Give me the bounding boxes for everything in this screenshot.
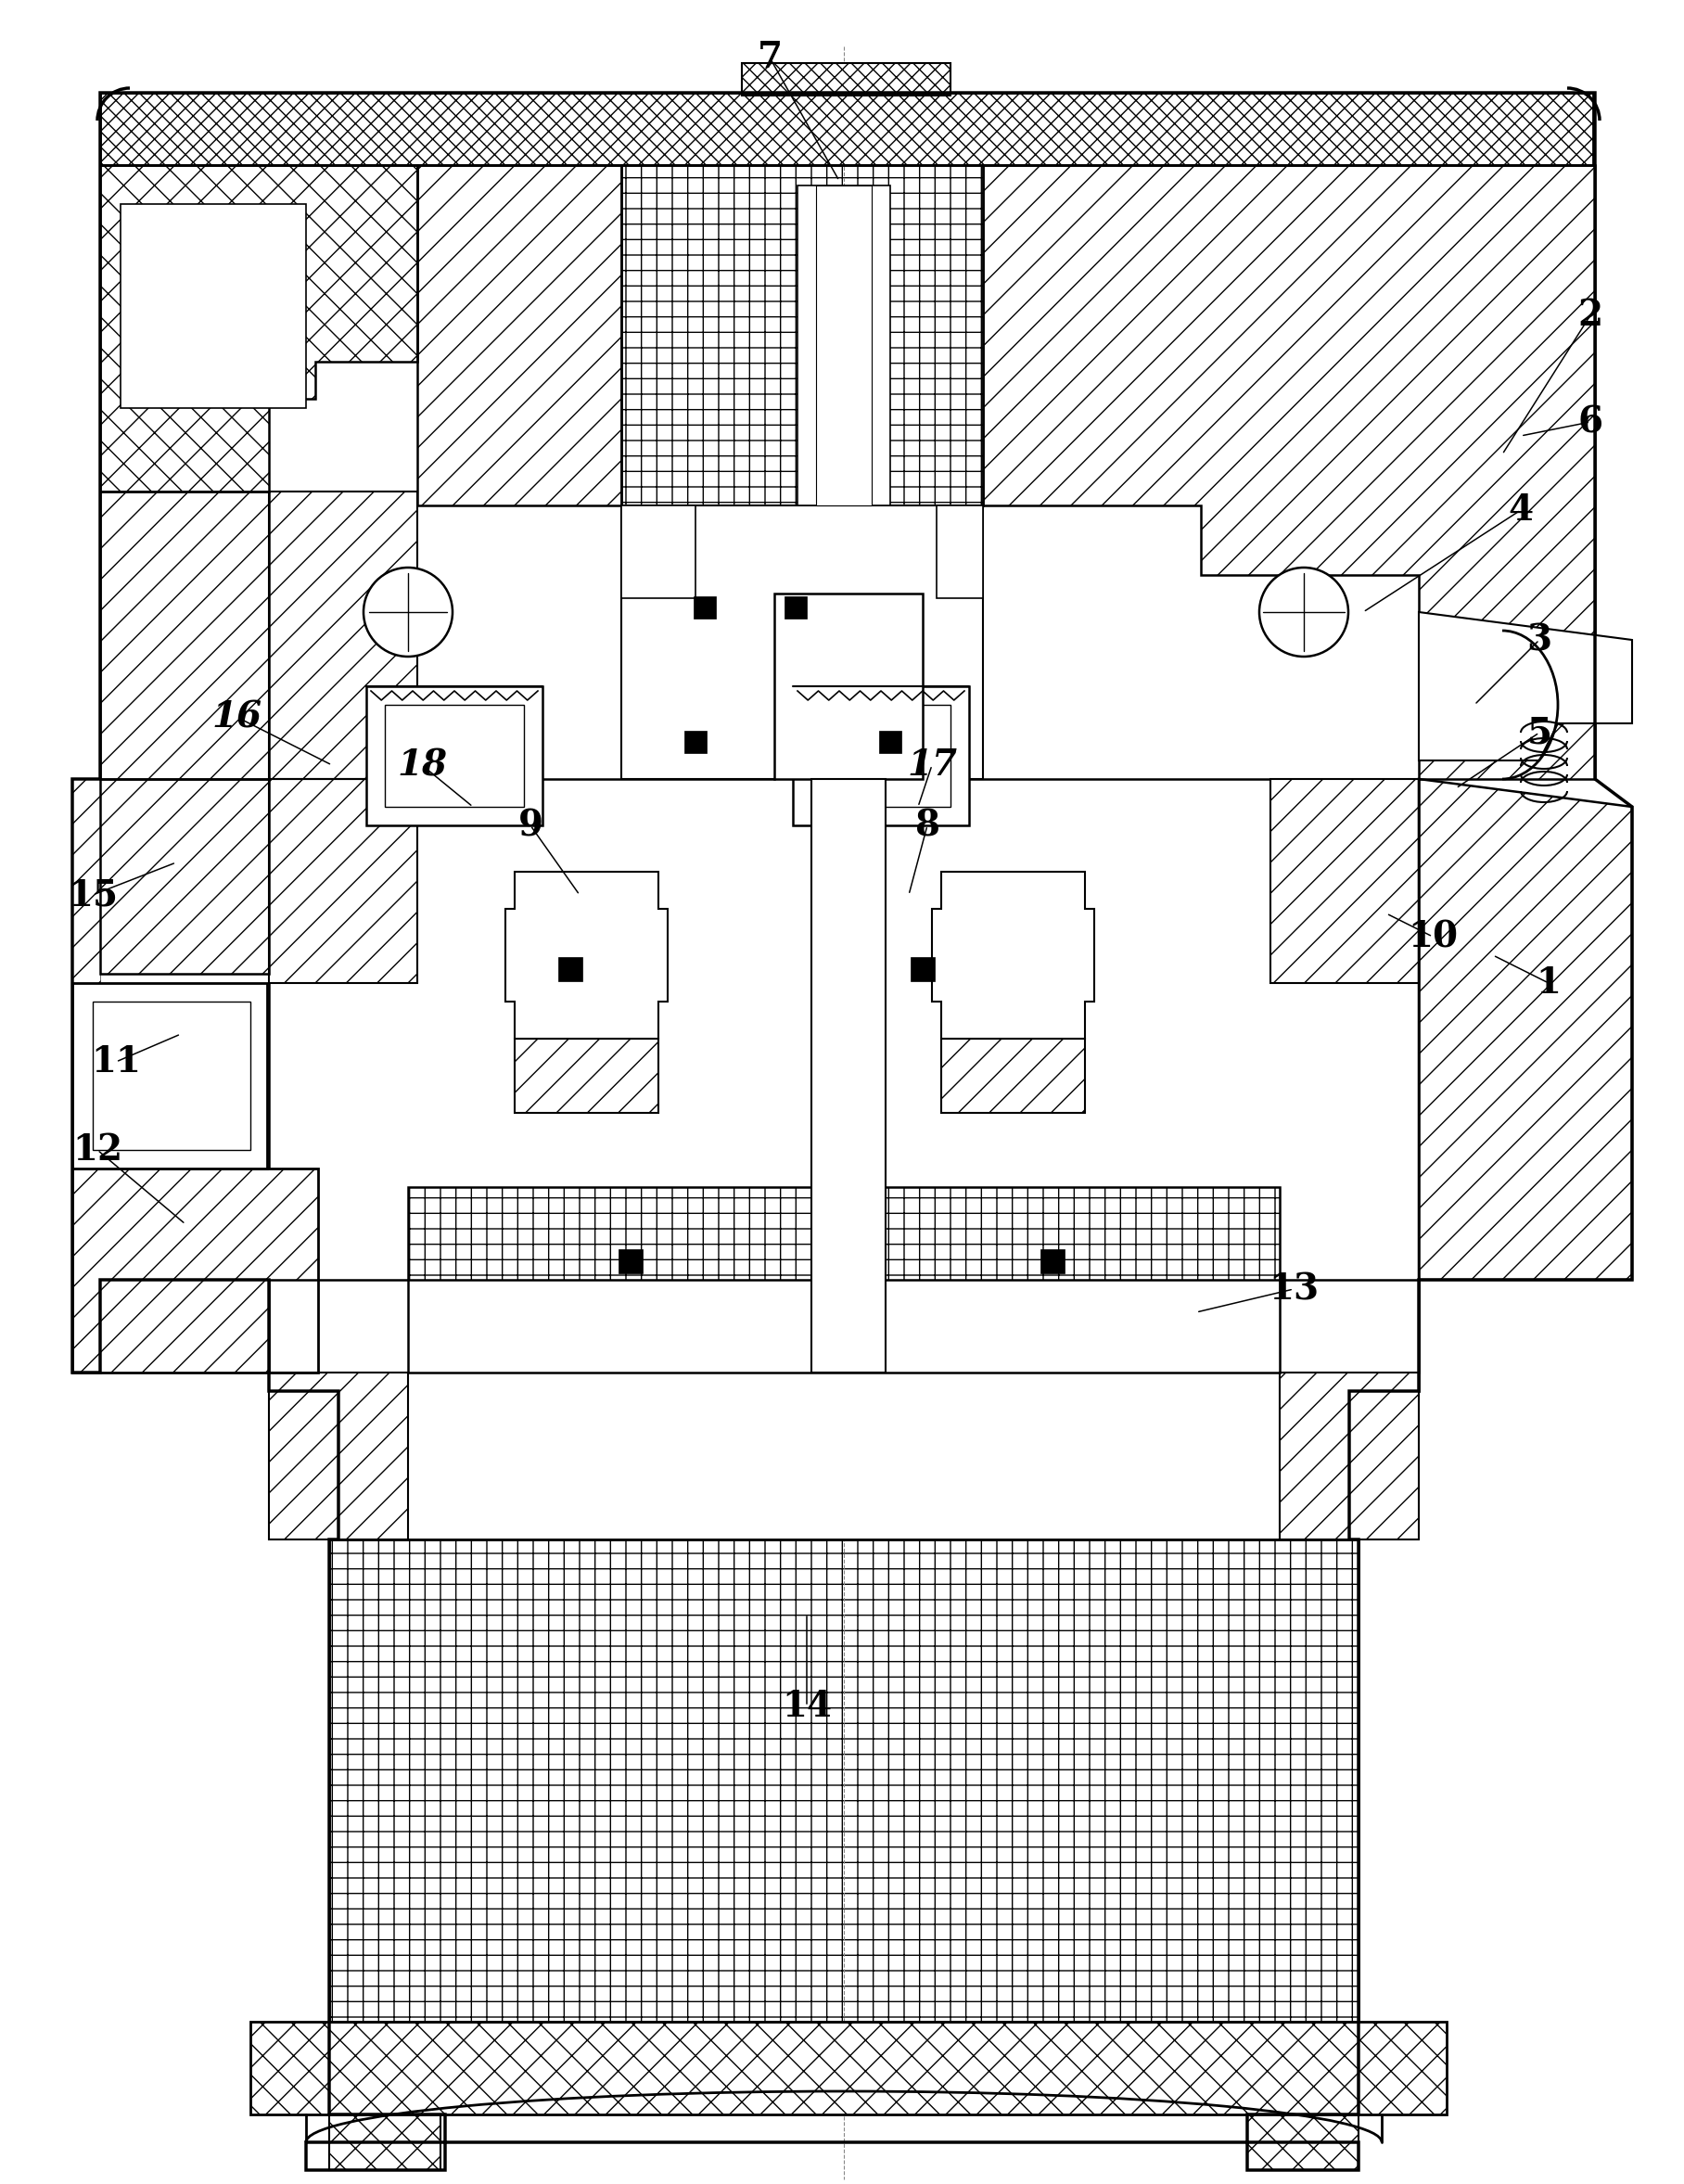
- Polygon shape: [99, 491, 269, 780]
- Polygon shape: [269, 594, 1420, 1372]
- Bar: [743, 63, 950, 96]
- Bar: [1248, 2114, 1359, 2171]
- Polygon shape: [931, 871, 1095, 1040]
- Bar: [328, 2114, 441, 2171]
- Text: 15: 15: [67, 878, 118, 913]
- Text: 1: 1: [1536, 965, 1561, 1000]
- Bar: [328, 1540, 1359, 2022]
- Text: 11: 11: [91, 1044, 141, 1079]
- Circle shape: [1260, 568, 1349, 657]
- Text: 5: 5: [1527, 714, 1553, 751]
- Polygon shape: [269, 491, 418, 780]
- Bar: [743, 63, 950, 96]
- Bar: [99, 92, 1593, 166]
- Bar: [72, 1168, 318, 1372]
- Text: 18: 18: [397, 747, 446, 782]
- Text: 12: 12: [72, 1131, 123, 1168]
- Polygon shape: [1420, 780, 1632, 1280]
- Bar: [953, 904, 1074, 992]
- Bar: [328, 1540, 1359, 2022]
- Bar: [408, 1188, 1280, 1372]
- Bar: [121, 203, 306, 408]
- Polygon shape: [515, 1040, 658, 1114]
- Text: 13: 13: [1268, 1271, 1319, 1306]
- Text: 4: 4: [1509, 491, 1534, 529]
- Bar: [1041, 1249, 1064, 1273]
- Text: 9: 9: [519, 808, 542, 843]
- Text: 14: 14: [781, 1688, 832, 1723]
- Polygon shape: [269, 1280, 1420, 1540]
- Bar: [408, 1188, 1280, 1372]
- Text: 17: 17: [908, 747, 957, 782]
- Bar: [269, 1372, 408, 1540]
- Bar: [72, 1168, 318, 1372]
- Bar: [1248, 2114, 1359, 2171]
- Text: 8: 8: [914, 808, 940, 843]
- Bar: [557, 957, 583, 981]
- Bar: [93, 1002, 251, 1151]
- Polygon shape: [1270, 780, 1420, 983]
- Bar: [367, 686, 542, 826]
- Bar: [386, 705, 524, 806]
- Bar: [72, 983, 268, 1168]
- Bar: [798, 186, 891, 505]
- Bar: [618, 1249, 643, 1273]
- Polygon shape: [621, 505, 983, 780]
- Text: 2: 2: [1578, 297, 1603, 332]
- Bar: [936, 505, 983, 598]
- Polygon shape: [72, 780, 99, 1372]
- Bar: [527, 904, 647, 992]
- Bar: [793, 686, 968, 826]
- Polygon shape: [269, 780, 418, 983]
- Bar: [251, 2022, 1447, 2114]
- Bar: [911, 957, 935, 981]
- Polygon shape: [1420, 612, 1632, 760]
- Bar: [1280, 1372, 1420, 1540]
- Bar: [812, 705, 950, 806]
- Text: 10: 10: [1408, 919, 1458, 954]
- Polygon shape: [983, 166, 1595, 780]
- Bar: [879, 732, 901, 753]
- Text: 3: 3: [1527, 622, 1553, 657]
- Bar: [812, 780, 886, 1372]
- Bar: [817, 186, 872, 505]
- Polygon shape: [418, 166, 621, 505]
- Polygon shape: [941, 1040, 1084, 1114]
- Text: 7: 7: [758, 39, 783, 74]
- Bar: [785, 596, 807, 618]
- Bar: [99, 92, 1593, 166]
- Circle shape: [364, 568, 453, 657]
- Bar: [269, 1372, 408, 1540]
- Polygon shape: [621, 166, 983, 505]
- Polygon shape: [99, 166, 418, 491]
- Text: 6: 6: [1578, 404, 1603, 439]
- Bar: [684, 732, 707, 753]
- Bar: [775, 594, 923, 780]
- Bar: [251, 2022, 1447, 2114]
- Bar: [1280, 1372, 1420, 1540]
- Polygon shape: [99, 780, 269, 974]
- Bar: [328, 2114, 441, 2171]
- Text: 16: 16: [212, 699, 261, 734]
- Polygon shape: [505, 871, 667, 1040]
- Bar: [694, 596, 716, 618]
- Bar: [621, 505, 695, 598]
